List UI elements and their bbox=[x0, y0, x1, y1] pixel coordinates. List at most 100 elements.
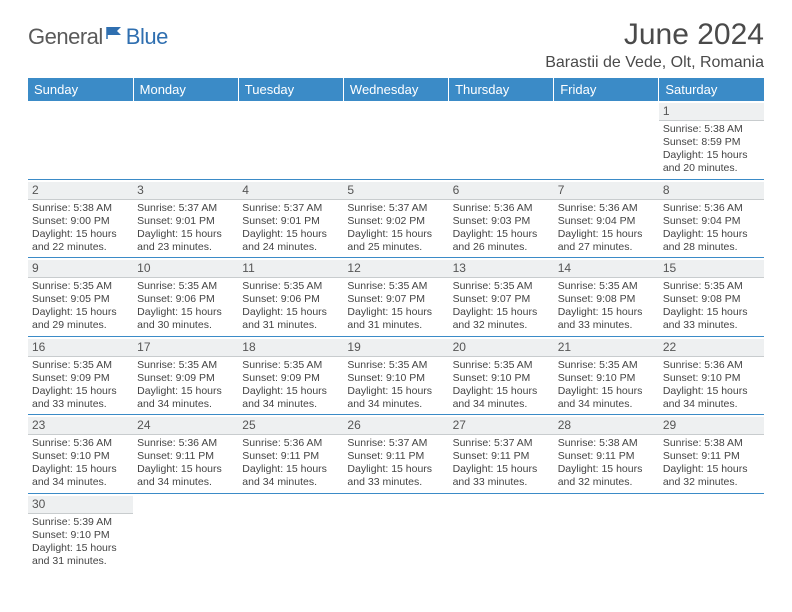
daylight-line-2: and 34 minutes. bbox=[663, 398, 760, 411]
sunset-line: Sunset: 9:09 PM bbox=[137, 372, 234, 385]
sunrise-line: Sunrise: 5:35 AM bbox=[558, 359, 655, 372]
daylight-line-2: and 34 minutes. bbox=[242, 398, 339, 411]
day-cell: 22Sunrise: 5:36 AMSunset: 9:10 PMDayligh… bbox=[659, 336, 764, 415]
sunset-line: Sunset: 9:02 PM bbox=[347, 215, 444, 228]
daylight-line-1: Daylight: 15 hours bbox=[242, 385, 339, 398]
sunset-line: Sunset: 9:10 PM bbox=[663, 372, 760, 385]
logo-word-general: General bbox=[28, 24, 103, 50]
sunrise-line: Sunrise: 5:37 AM bbox=[137, 202, 234, 215]
day-number: 2 bbox=[28, 182, 133, 200]
daylight-line-1: Daylight: 15 hours bbox=[663, 306, 760, 319]
day-number: 19 bbox=[343, 339, 448, 357]
calendar-head: SundayMondayTuesdayWednesdayThursdayFrid… bbox=[28, 78, 764, 101]
sunrise-line: Sunrise: 5:37 AM bbox=[453, 437, 550, 450]
sunrise-line: Sunrise: 5:35 AM bbox=[347, 280, 444, 293]
calendar-page: General Blue June 2024 Barastii de Vede,… bbox=[0, 0, 792, 571]
daylight-line-1: Daylight: 15 hours bbox=[242, 228, 339, 241]
day-number: 24 bbox=[133, 417, 238, 435]
day-cell: 14Sunrise: 5:35 AMSunset: 9:08 PMDayligh… bbox=[554, 258, 659, 337]
daylight-line-1: Daylight: 15 hours bbox=[347, 228, 444, 241]
week-row: 9Sunrise: 5:35 AMSunset: 9:05 PMDaylight… bbox=[28, 258, 764, 337]
daylight-line-2: and 33 minutes. bbox=[558, 319, 655, 332]
sunrise-line: Sunrise: 5:35 AM bbox=[32, 359, 129, 372]
day-header: Wednesday bbox=[343, 78, 448, 101]
sunrise-line: Sunrise: 5:35 AM bbox=[137, 359, 234, 372]
day-cell: 13Sunrise: 5:35 AMSunset: 9:07 PMDayligh… bbox=[449, 258, 554, 337]
sunrise-line: Sunrise: 5:37 AM bbox=[347, 437, 444, 450]
day-cell: 1Sunrise: 5:38 AMSunset: 8:59 PMDaylight… bbox=[659, 101, 764, 179]
day-cell: 17Sunrise: 5:35 AMSunset: 9:09 PMDayligh… bbox=[133, 336, 238, 415]
sunset-line: Sunset: 9:04 PM bbox=[663, 215, 760, 228]
sunrise-line: Sunrise: 5:35 AM bbox=[453, 359, 550, 372]
daylight-line-2: and 23 minutes. bbox=[137, 241, 234, 254]
sunrise-line: Sunrise: 5:36 AM bbox=[137, 437, 234, 450]
sunrise-line: Sunrise: 5:36 AM bbox=[32, 437, 129, 450]
empty-cell bbox=[554, 493, 659, 571]
daylight-line-1: Daylight: 15 hours bbox=[453, 463, 550, 476]
day-cell: 2Sunrise: 5:38 AMSunset: 9:00 PMDaylight… bbox=[28, 179, 133, 258]
day-number: 29 bbox=[659, 417, 764, 435]
empty-cell bbox=[238, 101, 343, 179]
day-number: 1 bbox=[659, 103, 764, 121]
day-number: 15 bbox=[659, 260, 764, 278]
day-cell: 3Sunrise: 5:37 AMSunset: 9:01 PMDaylight… bbox=[133, 179, 238, 258]
day-number: 7 bbox=[554, 182, 659, 200]
daylight-line-2: and 24 minutes. bbox=[242, 241, 339, 254]
sunrise-line: Sunrise: 5:35 AM bbox=[347, 359, 444, 372]
week-row: 1Sunrise: 5:38 AMSunset: 8:59 PMDaylight… bbox=[28, 101, 764, 179]
day-cell: 16Sunrise: 5:35 AMSunset: 9:09 PMDayligh… bbox=[28, 336, 133, 415]
day-cell: 28Sunrise: 5:38 AMSunset: 9:11 PMDayligh… bbox=[554, 415, 659, 494]
empty-cell bbox=[343, 101, 448, 179]
day-header: Friday bbox=[554, 78, 659, 101]
daylight-line-1: Daylight: 15 hours bbox=[32, 385, 129, 398]
empty-cell bbox=[659, 493, 764, 571]
daylight-line-1: Daylight: 15 hours bbox=[663, 228, 760, 241]
sunrise-line: Sunrise: 5:37 AM bbox=[347, 202, 444, 215]
day-number: 13 bbox=[449, 260, 554, 278]
day-number: 9 bbox=[28, 260, 133, 278]
sunset-line: Sunset: 9:10 PM bbox=[453, 372, 550, 385]
daylight-line-2: and 31 minutes. bbox=[242, 319, 339, 332]
daylight-line-1: Daylight: 15 hours bbox=[137, 228, 234, 241]
daylight-line-1: Daylight: 15 hours bbox=[242, 306, 339, 319]
day-cell: 8Sunrise: 5:36 AMSunset: 9:04 PMDaylight… bbox=[659, 179, 764, 258]
sunrise-line: Sunrise: 5:35 AM bbox=[558, 280, 655, 293]
sunrise-line: Sunrise: 5:36 AM bbox=[453, 202, 550, 215]
sunrise-line: Sunrise: 5:35 AM bbox=[32, 280, 129, 293]
daylight-line-2: and 34 minutes. bbox=[558, 398, 655, 411]
day-cell: 27Sunrise: 5:37 AMSunset: 9:11 PMDayligh… bbox=[449, 415, 554, 494]
location: Barastii de Vede, Olt, Romania bbox=[545, 54, 764, 72]
week-row: 30Sunrise: 5:39 AMSunset: 9:10 PMDayligh… bbox=[28, 493, 764, 571]
daylight-line-2: and 25 minutes. bbox=[347, 241, 444, 254]
day-header: Sunday bbox=[28, 78, 133, 101]
sunset-line: Sunset: 9:08 PM bbox=[663, 293, 760, 306]
day-number: 18 bbox=[238, 339, 343, 357]
daylight-line-2: and 34 minutes. bbox=[137, 398, 234, 411]
week-row: 16Sunrise: 5:35 AMSunset: 9:09 PMDayligh… bbox=[28, 336, 764, 415]
day-cell: 6Sunrise: 5:36 AMSunset: 9:03 PMDaylight… bbox=[449, 179, 554, 258]
empty-cell bbox=[133, 101, 238, 179]
empty-cell bbox=[449, 493, 554, 571]
day-number: 27 bbox=[449, 417, 554, 435]
day-number: 25 bbox=[238, 417, 343, 435]
sunset-line: Sunset: 9:01 PM bbox=[137, 215, 234, 228]
day-number: 16 bbox=[28, 339, 133, 357]
daylight-line-1: Daylight: 15 hours bbox=[347, 306, 444, 319]
day-header: Saturday bbox=[659, 78, 764, 101]
daylight-line-2: and 34 minutes. bbox=[32, 476, 129, 489]
day-number: 8 bbox=[659, 182, 764, 200]
daylight-line-1: Daylight: 15 hours bbox=[558, 306, 655, 319]
sunrise-line: Sunrise: 5:38 AM bbox=[663, 437, 760, 450]
day-cell: 7Sunrise: 5:36 AMSunset: 9:04 PMDaylight… bbox=[554, 179, 659, 258]
daylight-line-1: Daylight: 15 hours bbox=[558, 385, 655, 398]
sunset-line: Sunset: 9:05 PM bbox=[32, 293, 129, 306]
empty-cell bbox=[449, 101, 554, 179]
day-number: 23 bbox=[28, 417, 133, 435]
sunrise-line: Sunrise: 5:38 AM bbox=[558, 437, 655, 450]
sunset-line: Sunset: 9:01 PM bbox=[242, 215, 339, 228]
day-number: 20 bbox=[449, 339, 554, 357]
sunrise-line: Sunrise: 5:35 AM bbox=[242, 359, 339, 372]
daylight-line-1: Daylight: 15 hours bbox=[32, 306, 129, 319]
sunrise-line: Sunrise: 5:35 AM bbox=[453, 280, 550, 293]
day-cell: 9 Sunrise: 5:35 AMSunset: 9:05 PMDaylight… bbox=[28, 258, 133, 337]
